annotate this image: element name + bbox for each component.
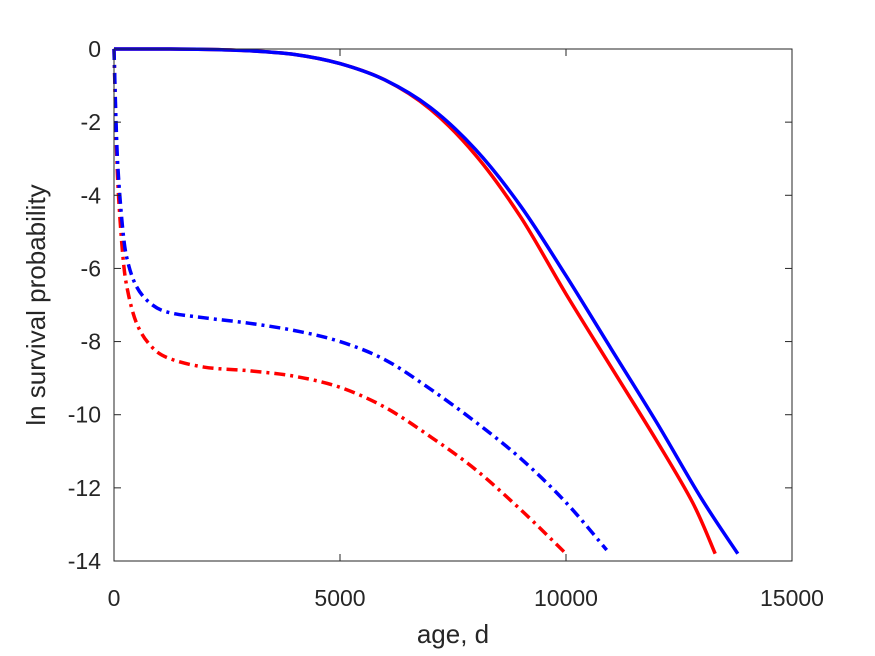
series-layer xyxy=(112,47,740,555)
x-tick-label: 10000 xyxy=(534,585,598,611)
series-line-4-dashdot xyxy=(112,48,609,552)
y-tick-label: 0 xyxy=(88,36,101,62)
y-tick-label: -6 xyxy=(81,255,101,281)
tick-layer: 0 5000 10000 15000 0 -2 -4 -6 -8 -10 -12 -14 xyxy=(68,36,824,611)
x-tick-label: 5000 xyxy=(314,585,365,611)
y-tick-label: -12 xyxy=(68,475,101,501)
series-line-2-solid xyxy=(113,47,740,555)
y-tick-label: -4 xyxy=(81,182,102,208)
axes-box xyxy=(113,48,793,562)
x-tick-label: 0 xyxy=(108,585,121,611)
y-tick-label: -2 xyxy=(81,109,101,135)
series-line-3-dashdot xyxy=(112,48,568,555)
x-axis-title: age, d xyxy=(417,619,489,649)
y-tick-label: -14 xyxy=(68,548,101,574)
y-tick-label: -8 xyxy=(81,329,101,355)
y-tick-label: -10 xyxy=(68,402,101,428)
x-tick-label: 15000 xyxy=(760,585,824,611)
y-axis-title: ln survival probability xyxy=(21,184,51,425)
